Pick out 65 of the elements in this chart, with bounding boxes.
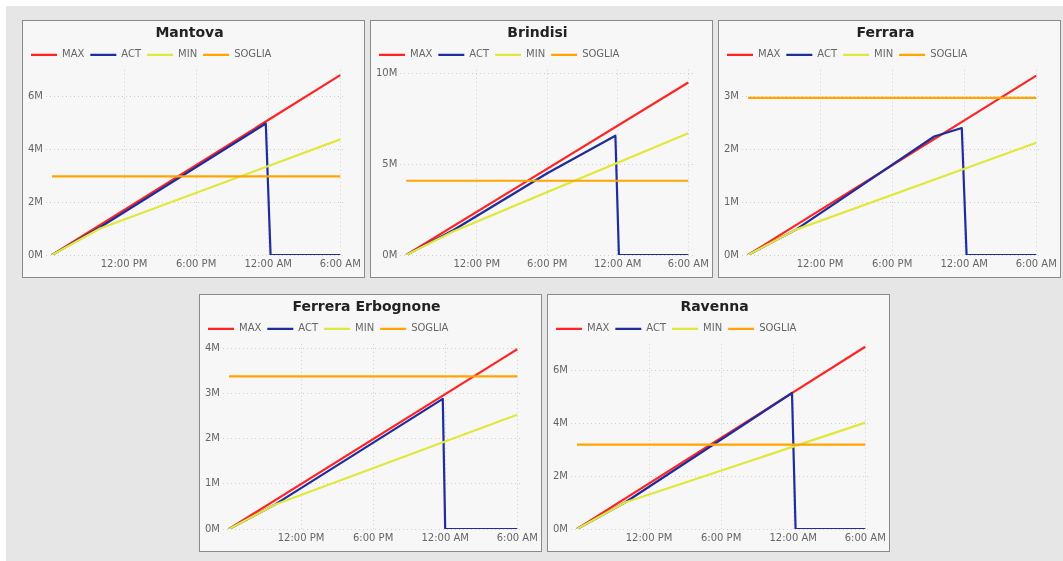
y-tick-label: 6M bbox=[552, 363, 568, 375]
x-tick-label: 6:00 AM bbox=[1015, 257, 1057, 269]
y-tick-label: 0M bbox=[552, 522, 568, 534]
y-tick-label: 10M bbox=[375, 67, 398, 79]
y-tick-label: 2M bbox=[552, 469, 568, 481]
x-tick-label: 12:00 PM bbox=[453, 257, 501, 269]
legend-label: MAX bbox=[758, 48, 781, 60]
chart-title: Ferrera Erbognone bbox=[292, 298, 441, 315]
legend-label: SOGLIA bbox=[930, 48, 968, 60]
y-tick-label: 4M bbox=[552, 416, 568, 428]
x-tick-label: 6:00 PM bbox=[871, 257, 913, 269]
legend-label: MIN bbox=[178, 48, 198, 60]
x-tick-label: 12:00 PM bbox=[796, 257, 844, 269]
x-tick-label: 6:00 PM bbox=[527, 257, 568, 269]
chart-title: Ferrara bbox=[856, 24, 915, 41]
legend-label: MIN bbox=[874, 48, 894, 60]
x-tick-label: 12:00 PM bbox=[100, 257, 148, 269]
x-tick-label: 6:00 PM bbox=[352, 531, 394, 543]
legend-label: SOGLIA bbox=[759, 322, 797, 334]
y-tick-label: 3M bbox=[204, 387, 220, 399]
y-tick-label: 0M bbox=[382, 248, 398, 260]
legend-label: ACT bbox=[298, 322, 319, 334]
y-tick-label: 4M bbox=[27, 142, 43, 154]
legend-label: MAX bbox=[587, 322, 610, 334]
y-tick-label: 0M bbox=[204, 522, 220, 534]
y-tick-label: 4M bbox=[204, 341, 220, 353]
x-tick-label: 6:00 AM bbox=[496, 531, 538, 543]
y-tick-label: 2M bbox=[723, 142, 739, 154]
y-tick-label: 0M bbox=[723, 248, 739, 260]
y-tick-label: 0M bbox=[27, 248, 43, 260]
y-tick-label: 1M bbox=[204, 477, 220, 489]
x-tick-label: 12:00 PM bbox=[625, 531, 673, 543]
legend-label: MAX bbox=[239, 322, 262, 334]
legend-label: MIN bbox=[526, 48, 546, 60]
legend-label: ACT bbox=[469, 48, 490, 60]
x-tick-label: 6:00 AM bbox=[319, 257, 361, 269]
x-tick-label: 6:00 AM bbox=[844, 531, 886, 543]
chart-title: Mantova bbox=[155, 24, 224, 41]
legend-label: SOGLIA bbox=[234, 48, 272, 60]
x-tick-label: 12:00 AM bbox=[769, 531, 817, 543]
y-tick-label: 3M bbox=[723, 89, 739, 101]
legend-label: SOGLIA bbox=[582, 48, 620, 60]
legend-label: ACT bbox=[646, 322, 667, 334]
y-tick-label: 6M bbox=[27, 89, 43, 101]
chart-title: Brindisi bbox=[507, 24, 568, 41]
legend-label: MAX bbox=[410, 48, 433, 60]
y-tick-label: 2M bbox=[204, 432, 220, 444]
legend-label: ACT bbox=[817, 48, 838, 60]
chart-title: Ravenna bbox=[680, 298, 749, 315]
x-tick-label: 12:00 AM bbox=[244, 257, 292, 269]
legend-label: ACT bbox=[121, 48, 142, 60]
y-tick-label: 5M bbox=[382, 157, 398, 169]
x-tick-label: 12:00 AM bbox=[421, 531, 469, 543]
legend-label: MAX bbox=[62, 48, 85, 60]
legend-label: MIN bbox=[703, 322, 723, 334]
y-tick-label: 1M bbox=[723, 195, 739, 207]
x-tick-label: 12:00 AM bbox=[940, 257, 988, 269]
x-tick-label: 6:00 PM bbox=[700, 531, 742, 543]
x-tick-label: 12:00 AM bbox=[594, 257, 642, 269]
x-tick-label: 12:00 PM bbox=[277, 531, 325, 543]
legend-label: MIN bbox=[355, 322, 375, 334]
legend-label: SOGLIA bbox=[411, 322, 449, 334]
x-tick-label: 6:00 AM bbox=[667, 257, 709, 269]
x-tick-label: 6:00 PM bbox=[175, 257, 217, 269]
y-tick-label: 2M bbox=[27, 195, 43, 207]
